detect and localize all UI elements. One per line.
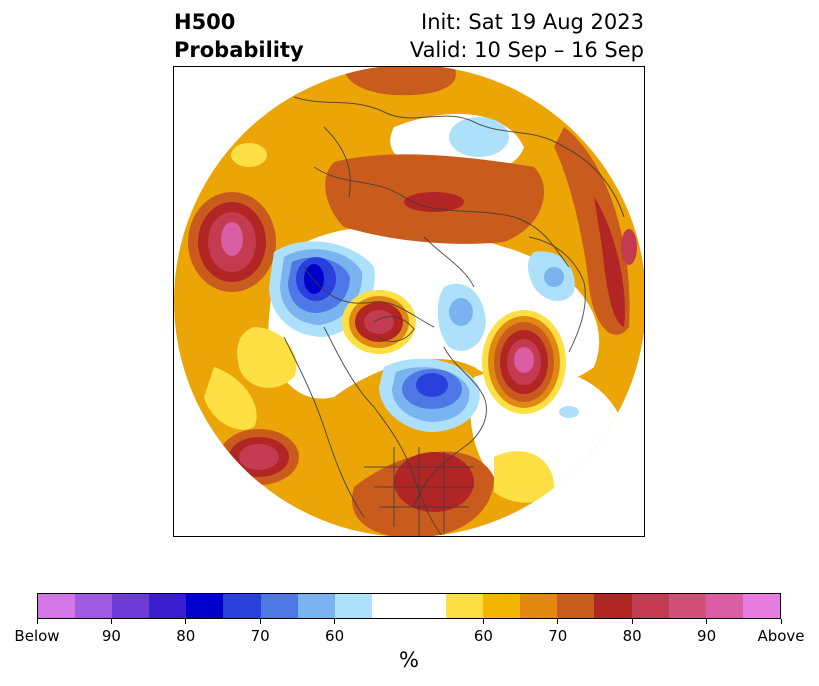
valid-range-label: Valid: 10 Sep – 16 Sep (409, 38, 644, 62)
below-arctic-ocean (449, 117, 509, 157)
colorbar-tick (185, 619, 187, 624)
colorbar (37, 593, 781, 619)
colorbar-tick (557, 619, 559, 624)
probability-map-svg (174, 67, 644, 536)
init-date-label: Init: Sat 19 Aug 2023 (421, 10, 644, 34)
colorbar-tick (259, 619, 261, 624)
colorbar-below-segment (223, 594, 261, 618)
colorbar-above-segment (520, 594, 558, 618)
chart-title-left: H500 Probability (174, 8, 304, 64)
colorbar-above-segment (446, 594, 484, 618)
colorbar-below-segment (75, 594, 113, 618)
colorbar-tick (334, 619, 336, 624)
colorbar-above-segment (668, 594, 706, 618)
colorbar-above-segment (705, 594, 743, 618)
colorbar-tick-label: 80 (622, 627, 642, 645)
colorbar-tick (631, 619, 633, 624)
colorbar-tick (780, 619, 782, 624)
colorbar-tick (482, 619, 484, 624)
colorbar-tick-label: 80 (176, 627, 196, 645)
colorbar-above-segment (483, 594, 521, 618)
colorbar-below-segment (38, 594, 76, 618)
colorbar-unit-label: % (399, 648, 419, 672)
colorbar-below-segment (334, 594, 372, 618)
variable-label: H500 (174, 10, 236, 34)
colorbar-tick-label: Below (14, 627, 60, 645)
colorbar-tick (706, 619, 708, 624)
coastlines (283, 96, 625, 536)
colorbar-above-segment (631, 594, 669, 618)
colorbar-tick-label: 60 (473, 627, 493, 645)
colorbar-tick-label: Above (757, 627, 805, 645)
colorbar-above-segment (742, 594, 780, 618)
colorbar-below-segment (260, 594, 298, 618)
chart-title-right: Init: Sat 19 Aug 2023 Valid: 10 Sep – 16… (410, 8, 644, 64)
colorbar-tick-label: 70 (548, 627, 568, 645)
product-label: Probability (174, 38, 304, 62)
colorbar-below-segment (112, 594, 150, 618)
colorbar-above-segment (557, 594, 595, 618)
colorbar-tick-label: 90 (101, 627, 121, 645)
colorbar-tick-label: 90 (697, 627, 717, 645)
polar-map (173, 66, 645, 537)
colorbar-tick-label: 70 (250, 627, 270, 645)
colorbar-below-segment (186, 594, 224, 618)
colorbar-tick (36, 619, 38, 624)
colorbar-below-segment (297, 594, 335, 618)
colorbar-neutral-segment (371, 594, 447, 618)
colorbar-tick (110, 619, 112, 624)
colorbar-tick-label: 60 (325, 627, 345, 645)
colorbar-below-segment (149, 594, 187, 618)
colorbar-above-segment (594, 594, 632, 618)
